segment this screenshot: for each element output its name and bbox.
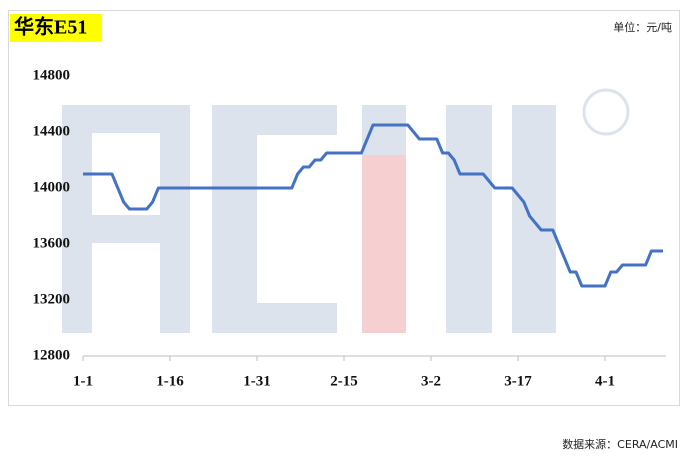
x-tick-label: 1-1 bbox=[73, 373, 93, 389]
title-bg bbox=[10, 14, 102, 42]
chart-frame bbox=[8, 10, 680, 406]
data-line bbox=[83, 123, 663, 288]
unit-label: 单位：元/吨 bbox=[613, 20, 672, 34]
y-tick-label: 14800 bbox=[33, 67, 71, 83]
y-tick-label: 13600 bbox=[33, 235, 71, 251]
chart-title: 华东E51 bbox=[14, 15, 87, 39]
y-tick-label: 12800 bbox=[33, 347, 71, 363]
x-tick-label: 1-31 bbox=[243, 373, 271, 389]
x-tick-label: 4-1 bbox=[595, 373, 615, 389]
x-tick-label: 3-17 bbox=[504, 373, 532, 389]
x-tick-label: 1-16 bbox=[156, 373, 184, 389]
y-tick-label: 13200 bbox=[33, 291, 71, 307]
y-tick-label: 14000 bbox=[33, 179, 71, 195]
y-tick-label: 14400 bbox=[33, 123, 71, 139]
watermark-accent bbox=[362, 155, 406, 333]
x-tick-label: 3-2 bbox=[421, 373, 441, 389]
source-note: 数据来源：CERA/ACMI bbox=[562, 437, 678, 451]
x-tick-label: 2-15 bbox=[330, 373, 358, 389]
